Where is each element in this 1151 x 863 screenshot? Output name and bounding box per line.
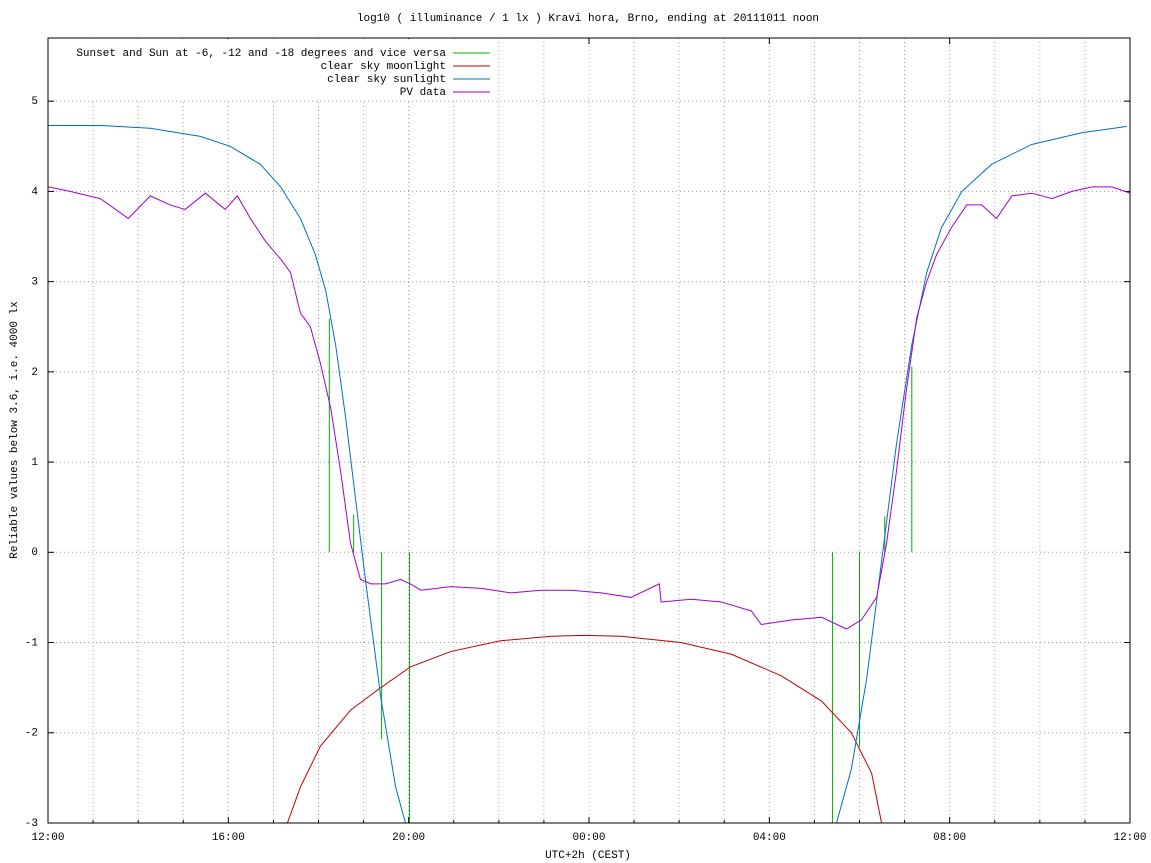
x-tick-label: 12:00 xyxy=(1113,832,1146,844)
x-tick-label: 04:00 xyxy=(753,832,786,844)
series-line xyxy=(48,125,1127,823)
y-tick-label: 2 xyxy=(31,367,38,379)
series-line xyxy=(286,634,883,823)
legend-label: clear sky sunlight xyxy=(327,74,446,86)
grid xyxy=(47,38,1131,824)
legend-label: clear sky moonlight xyxy=(321,61,446,73)
chart-title: log10 ( illuminance / 1 lx ) Kravi hora,… xyxy=(357,13,819,25)
y-axis-label: Reliable values below 3.6, i.e. 4000 lx xyxy=(9,301,21,559)
legend-label: Sunset and Sun at -6, -12 and -18 degree… xyxy=(76,48,446,60)
y-tick-label: -1 xyxy=(25,637,39,649)
x-tick-label: 12:00 xyxy=(31,832,64,844)
y-tick-label: 4 xyxy=(31,186,38,198)
y-tick-label: 3 xyxy=(31,277,38,289)
x-tick-label: 08:00 xyxy=(933,832,966,844)
y-tick-label: 5 xyxy=(31,96,38,108)
plot-frame xyxy=(47,37,1131,824)
x-axis-label: UTC+2h (CEST) xyxy=(545,850,631,862)
legend: Sunset and Sun at -6, -12 and -18 degree… xyxy=(49,39,495,99)
plot-lines xyxy=(48,125,1130,823)
y-tick-label: -3 xyxy=(25,818,38,830)
x-tick-label: 00:00 xyxy=(572,832,605,844)
y-tick-label: 1 xyxy=(31,457,38,469)
series-line xyxy=(48,186,1130,630)
y-tick-label: 0 xyxy=(31,547,38,559)
x-tick-label: 20:00 xyxy=(392,832,425,844)
x-tick-label: 16:00 xyxy=(212,832,245,844)
series-line xyxy=(328,318,913,823)
legend-background xyxy=(49,39,495,99)
y-tick-label: -2 xyxy=(25,728,38,740)
legend-label: PV data xyxy=(400,87,447,99)
